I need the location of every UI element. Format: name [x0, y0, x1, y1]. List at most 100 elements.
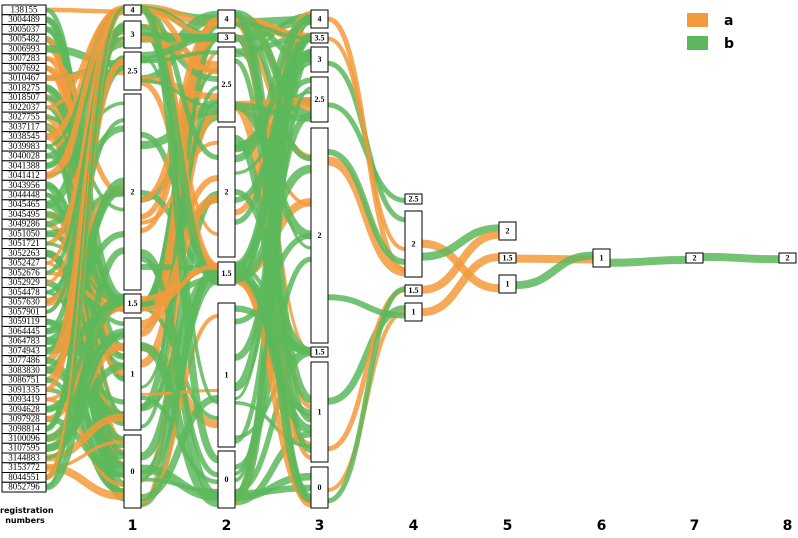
node — [310, 32, 329, 44]
flow — [234, 13, 312, 277]
registration-number: 3083830 — [8, 365, 40, 375]
node-label: 1.5 — [503, 253, 513, 262]
node-label: 1 — [225, 370, 229, 379]
registration-number: 3039983 — [8, 141, 40, 151]
flow — [233, 134, 313, 503]
node-label: 1 — [412, 307, 416, 316]
flow — [140, 35, 219, 73]
registration-number: 3010467 — [8, 73, 40, 83]
flow — [421, 224, 500, 261]
registration-number: 3022037 — [8, 102, 40, 112]
node — [123, 20, 142, 49]
node — [123, 293, 142, 314]
node — [217, 302, 236, 448]
node-label: 2 — [131, 187, 135, 196]
flow — [234, 9, 312, 120]
node-label: 2 — [412, 239, 416, 248]
node — [123, 51, 142, 91]
column-label: 7 — [690, 518, 700, 534]
legend-label: a — [724, 13, 733, 29]
legend-swatch — [687, 13, 708, 27]
node-label: 2 — [318, 231, 322, 240]
legend-swatch — [687, 36, 708, 50]
node-label: 4 — [131, 5, 135, 14]
flow — [327, 286, 406, 504]
node — [310, 361, 329, 463]
flow — [327, 156, 406, 277]
registration-number: 3091335 — [8, 384, 40, 394]
flow — [140, 140, 219, 225]
node-label: 1.5 — [315, 347, 325, 356]
registration-number: 3064445 — [8, 326, 40, 336]
node-label: 1.5 — [222, 269, 232, 278]
flow — [140, 78, 219, 109]
flow — [421, 230, 500, 294]
registration-number: 138155 — [11, 4, 39, 14]
registration-number: 3144883 — [8, 452, 40, 462]
node — [217, 46, 236, 123]
flow — [234, 37, 312, 495]
column-label: 5 — [503, 518, 513, 534]
registration-number: 3107595 — [8, 443, 40, 453]
registration-number: 3064783 — [8, 336, 40, 346]
flow — [234, 305, 312, 354]
flow — [140, 50, 219, 64]
registration-number: 3006993 — [8, 43, 40, 53]
node-label: 1 — [600, 253, 604, 262]
node — [123, 4, 142, 16]
registration-number: 8044551 — [8, 472, 40, 482]
flow — [515, 251, 594, 290]
node — [217, 32, 236, 43]
registration-number: 3005482 — [8, 34, 40, 44]
node-label: 0 — [225, 475, 229, 484]
flow — [140, 263, 219, 312]
flow — [45, 362, 125, 452]
flows — [44, 3, 780, 508]
flow — [234, 102, 312, 122]
registration-number: 3045465 — [8, 199, 40, 209]
node-label: 2.5 — [315, 95, 325, 104]
node — [404, 284, 423, 297]
registration-number: 3004489 — [8, 14, 40, 24]
flow — [139, 4, 220, 464]
flow — [234, 21, 312, 41]
registration-number: 3040028 — [8, 151, 40, 161]
column-label: 3 — [315, 518, 325, 534]
node-label: 3.5 — [315, 33, 325, 42]
node — [310, 46, 329, 73]
flow — [234, 400, 312, 449]
node — [217, 261, 236, 286]
node-label: 3 — [225, 33, 229, 42]
column-label: 6 — [597, 518, 607, 534]
node — [778, 252, 797, 264]
flow — [45, 247, 125, 491]
node-label: 2.5 — [222, 80, 232, 89]
legend-label: b — [724, 36, 734, 52]
flow — [139, 275, 220, 479]
flow — [234, 100, 312, 240]
flow — [140, 33, 219, 59]
column-label: 8 — [783, 518, 793, 534]
node — [310, 346, 329, 358]
flow — [421, 253, 500, 317]
node — [685, 252, 704, 264]
registration-number: 3052263 — [8, 248, 40, 258]
registration-number: 3153772 — [8, 462, 40, 472]
column-label: 4 — [409, 518, 419, 534]
flow — [609, 255, 687, 267]
registration-number: 3057630 — [8, 297, 40, 307]
flow — [140, 342, 219, 508]
registration-number: 3043956 — [8, 180, 40, 190]
node — [217, 9, 236, 29]
registration-number: 3052676 — [8, 267, 40, 277]
registration-number: 3007283 — [8, 53, 40, 63]
node — [310, 76, 329, 123]
flow — [327, 149, 406, 265]
registration-number: 3005037 — [8, 24, 40, 34]
node-label: 0 — [318, 483, 322, 492]
registration-box — [1, 481, 47, 493]
registration-number: 3093419 — [8, 394, 40, 404]
column-label: 2 — [222, 518, 232, 534]
node — [217, 126, 236, 258]
